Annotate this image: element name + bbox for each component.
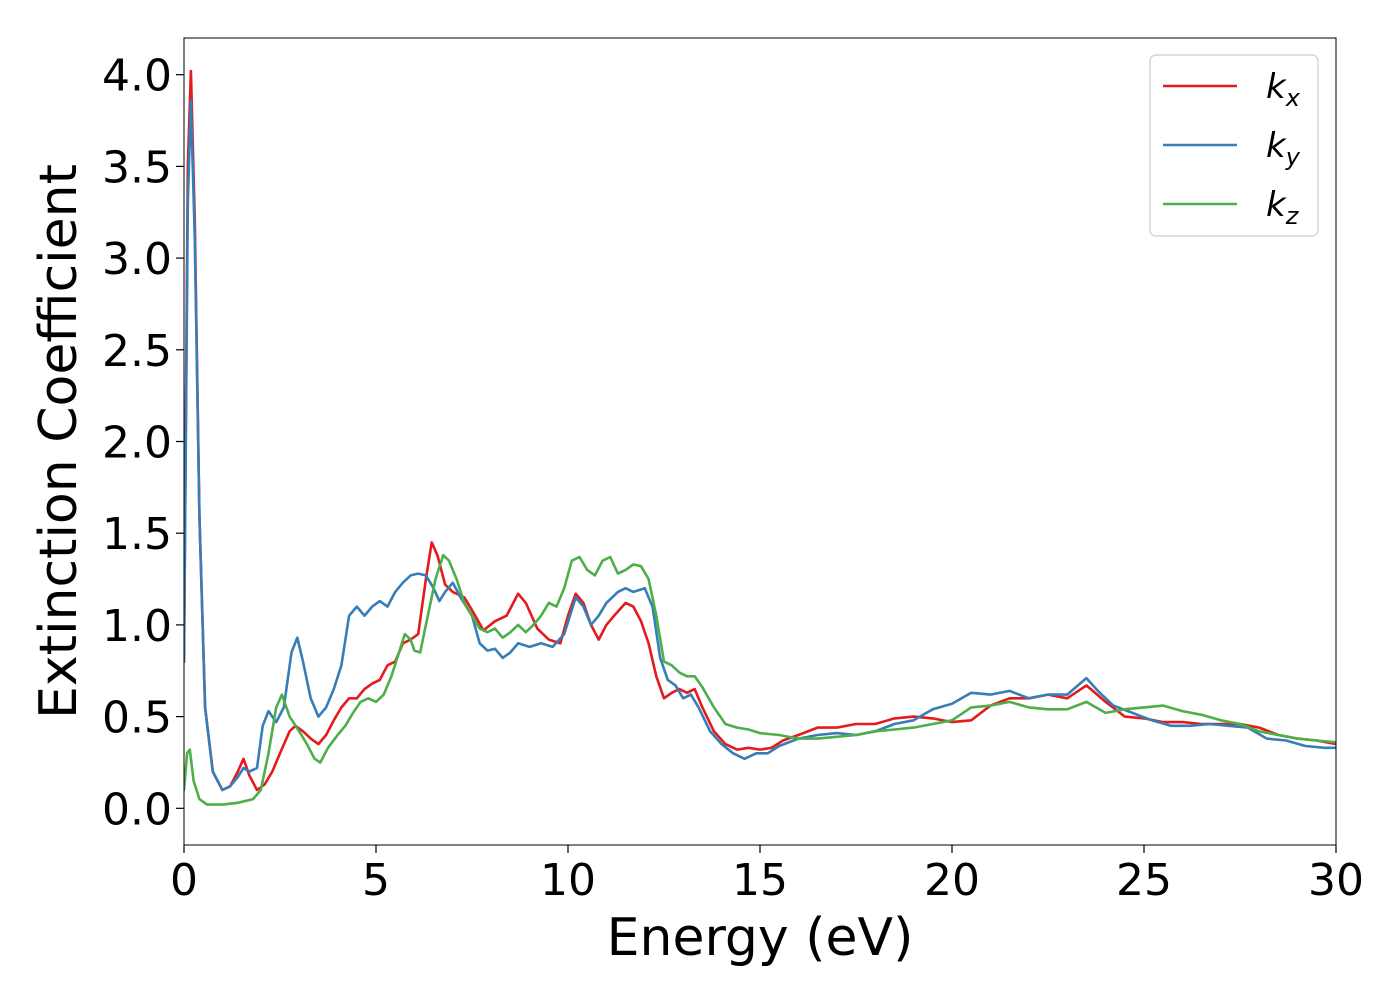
legend: kx ky kz xyxy=(1149,54,1319,237)
y-axis-label: Extinction Coefficient xyxy=(29,164,89,719)
y-tick-label: 0.5 xyxy=(102,693,172,744)
y-tick-label: 0.0 xyxy=(102,784,172,835)
legend-label-y: ky xyxy=(1266,126,1301,171)
series-line-z xyxy=(184,553,1336,806)
x-tick-label: 25 xyxy=(1116,855,1172,906)
y-tick-label: 3.5 xyxy=(102,142,172,193)
x-tick-label: 20 xyxy=(924,855,980,906)
y-tick-label: 4.0 xyxy=(102,51,172,102)
x-tick-label: 0 xyxy=(170,855,198,906)
y-tick-label: 1.5 xyxy=(102,509,172,560)
legend-label-z: kz xyxy=(1266,185,1300,230)
y-tick-label: 2.5 xyxy=(102,326,172,377)
y-axis: 0.0 0.5 1.0 1.5 2.0 2.5 3.0 3.5 4.0 xyxy=(102,51,184,835)
y-tick-label: 3.0 xyxy=(102,234,172,285)
legend-label-x: kx xyxy=(1266,67,1301,112)
x-axis: 0 5 10 15 20 25 30 xyxy=(170,845,1364,906)
x-axis-label: Energy (eV) xyxy=(607,908,914,968)
x-tick-label: 10 xyxy=(540,855,596,906)
y-tick-label: 1.0 xyxy=(102,601,172,652)
series-line-y xyxy=(184,99,1336,792)
x-tick-label: 15 xyxy=(732,855,788,906)
series-layer xyxy=(184,69,1336,806)
y-tick-label: 2.0 xyxy=(102,418,172,469)
x-tick-label: 30 xyxy=(1308,855,1364,906)
x-tick-label: 5 xyxy=(362,855,390,906)
